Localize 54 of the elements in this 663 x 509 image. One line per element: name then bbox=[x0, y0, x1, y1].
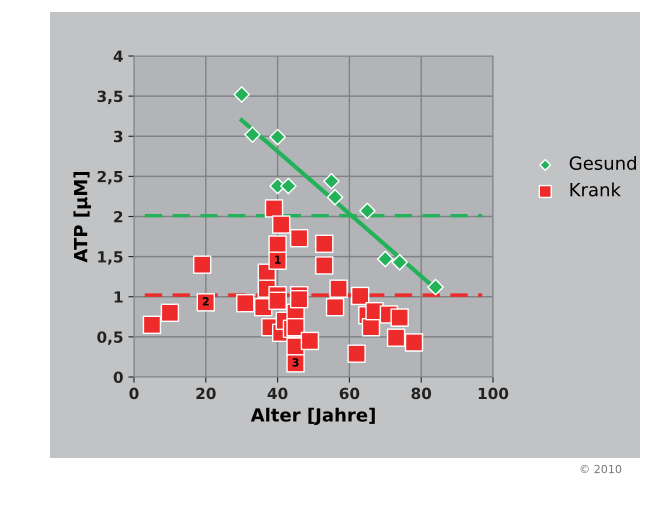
point bbox=[233, 86, 250, 103]
point bbox=[391, 254, 408, 271]
y-tick-label: 1 bbox=[114, 291, 123, 303]
point bbox=[377, 250, 394, 268]
annotation: 3 bbox=[292, 358, 299, 367]
x-tick-label: 20 bbox=[196, 388, 216, 400]
y-tick-label: 0 bbox=[114, 371, 123, 384]
point bbox=[236, 294, 254, 312]
point bbox=[427, 278, 444, 296]
point bbox=[280, 178, 297, 194]
point bbox=[350, 286, 370, 306]
point bbox=[326, 188, 344, 206]
annotation: 1 bbox=[274, 256, 281, 264]
point bbox=[142, 316, 162, 334]
point bbox=[359, 202, 376, 220]
point bbox=[404, 333, 424, 352]
y-tick-label: 4 bbox=[114, 50, 123, 62]
point bbox=[315, 256, 334, 275]
point bbox=[362, 318, 380, 336]
point bbox=[329, 280, 348, 298]
point bbox=[160, 304, 180, 322]
text: © 2010 bbox=[580, 464, 622, 474]
point bbox=[386, 328, 406, 347]
point bbox=[268, 292, 287, 310]
annotation: 2 bbox=[202, 297, 209, 306]
x-tick-label: 60 bbox=[340, 388, 360, 400]
y-tick-label: 2 bbox=[114, 210, 122, 222]
y-tick-label: 1,5 bbox=[98, 251, 123, 265]
x-tick-label: 0 bbox=[129, 388, 139, 400]
x-tick-label: 80 bbox=[412, 388, 432, 400]
point bbox=[272, 215, 290, 234]
x-axis-title: Alter [Jahre] bbox=[250, 408, 375, 426]
y-tick-label: 2,5 bbox=[98, 170, 123, 184]
point bbox=[390, 308, 409, 327]
point bbox=[290, 228, 308, 248]
y-axis-title: ATP [µM] bbox=[73, 172, 91, 262]
y-tick-label: 3 bbox=[114, 130, 122, 142]
y-tick-label: 0,5 bbox=[97, 331, 123, 345]
point bbox=[286, 318, 305, 336]
legend-label: Krank bbox=[570, 182, 621, 196]
legend-label: Gesund bbox=[570, 156, 636, 170]
point bbox=[269, 128, 286, 146]
point bbox=[244, 126, 261, 143]
point bbox=[264, 199, 284, 218]
x-tick-label: 100 bbox=[478, 388, 508, 400]
y-tick-label: 3,5 bbox=[98, 90, 123, 104]
point bbox=[315, 234, 334, 253]
point bbox=[300, 332, 320, 350]
point bbox=[193, 255, 212, 274]
point bbox=[290, 290, 308, 308]
point bbox=[347, 344, 366, 363]
point bbox=[323, 172, 340, 190]
point bbox=[326, 298, 344, 316]
x-tick-label: 40 bbox=[268, 388, 288, 400]
